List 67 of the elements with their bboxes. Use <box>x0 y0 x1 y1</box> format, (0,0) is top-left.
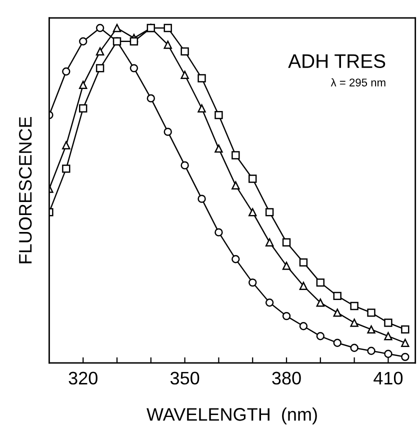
point <box>164 24 172 32</box>
point <box>350 302 358 310</box>
point <box>62 164 70 173</box>
point <box>112 37 122 46</box>
y-axis-title: FLUORESCENCE <box>18 116 32 264</box>
point <box>265 238 274 246</box>
point <box>232 255 240 264</box>
point <box>333 292 342 300</box>
point <box>214 144 223 153</box>
point <box>164 128 172 136</box>
point <box>232 151 240 160</box>
annotation: ADH TRES <box>288 54 386 68</box>
point <box>350 344 358 352</box>
point <box>316 332 325 340</box>
point <box>96 47 104 56</box>
annotation: λ = 295 nm <box>330 78 386 86</box>
point <box>367 325 376 334</box>
point <box>79 104 88 112</box>
point <box>214 228 223 236</box>
point <box>180 47 189 56</box>
x-tick-label: 410 <box>374 372 403 385</box>
point <box>79 37 88 46</box>
point <box>265 298 274 307</box>
point <box>299 282 308 290</box>
point <box>350 318 358 327</box>
point <box>62 141 70 150</box>
point <box>164 40 172 49</box>
point <box>401 352 410 362</box>
x-tick-label: 320 <box>68 372 98 385</box>
point <box>367 346 376 355</box>
point <box>367 308 376 317</box>
point <box>198 74 206 82</box>
point <box>130 37 138 46</box>
point <box>180 70 189 79</box>
point <box>299 258 308 267</box>
point <box>146 94 156 102</box>
point <box>130 64 138 72</box>
point <box>232 181 240 190</box>
point <box>79 80 88 90</box>
point <box>384 332 392 340</box>
point <box>214 110 223 120</box>
point <box>299 322 308 330</box>
point <box>384 318 392 327</box>
point <box>180 161 189 170</box>
x-axis-title: WAVELENGTH (nm) <box>146 408 317 424</box>
point <box>248 174 257 183</box>
point <box>316 278 325 287</box>
x-tick-label: 380 <box>272 372 301 385</box>
point <box>282 312 291 320</box>
point <box>384 350 392 358</box>
point <box>401 338 410 347</box>
point <box>248 208 257 216</box>
point <box>248 278 257 287</box>
point <box>316 298 325 307</box>
point <box>282 238 291 246</box>
point <box>282 262 291 270</box>
point <box>333 338 342 347</box>
point <box>401 325 410 334</box>
point <box>62 67 70 76</box>
point <box>333 308 342 317</box>
point <box>198 104 206 112</box>
point <box>96 64 104 72</box>
point <box>112 24 122 32</box>
point <box>265 208 274 216</box>
x-tick-label: 350 <box>170 372 200 385</box>
point <box>198 194 206 203</box>
point <box>96 24 104 32</box>
